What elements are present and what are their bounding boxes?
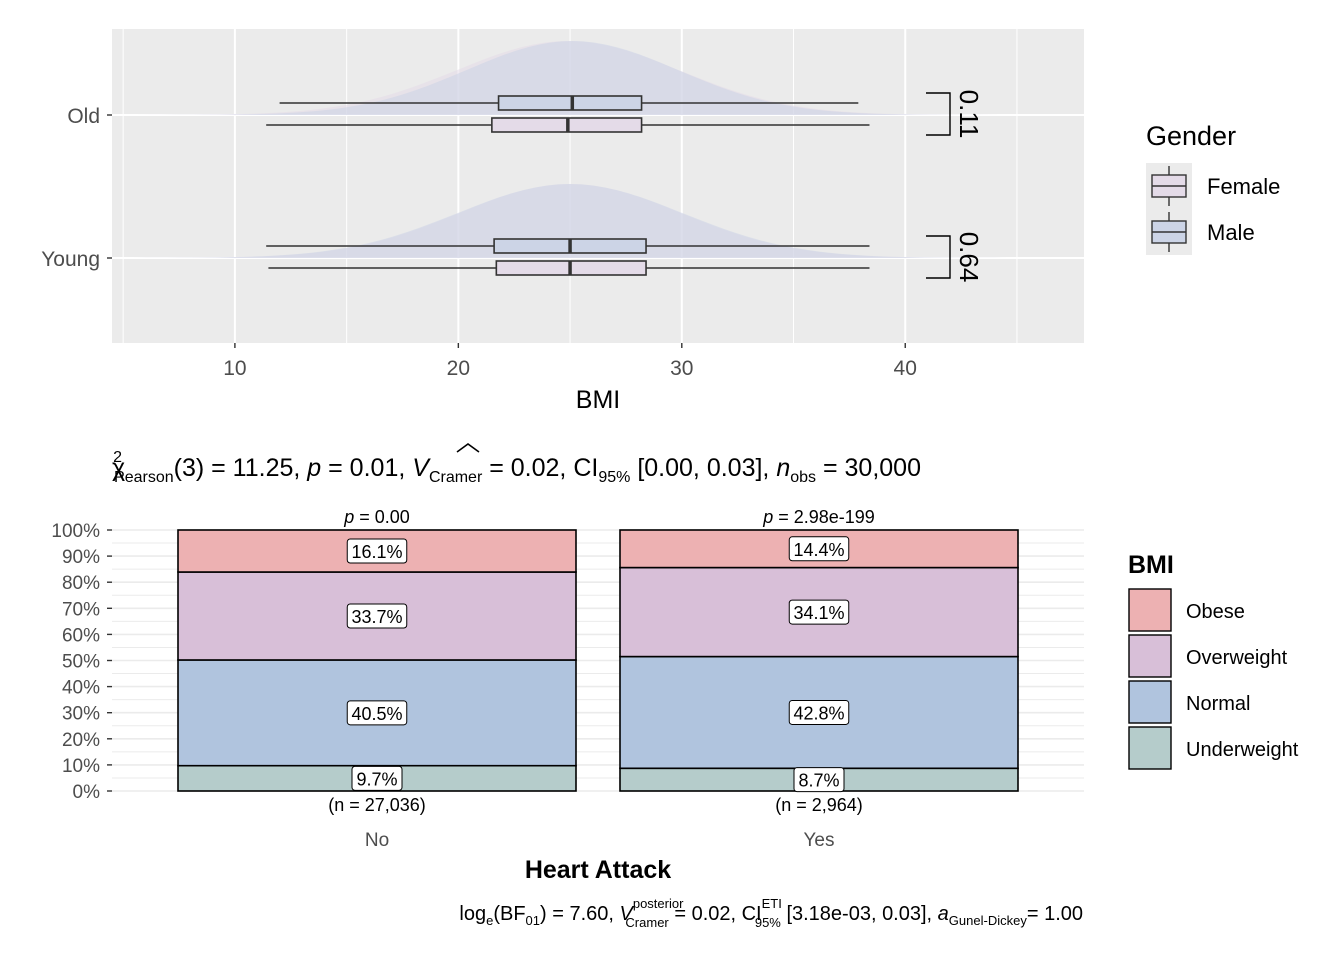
v-hat-accent: [456, 443, 480, 453]
legend-key-overweight: [1128, 634, 1172, 678]
legend-key-underweight: [1128, 726, 1172, 770]
y-tick-label: 40%: [62, 678, 100, 699]
stacked-bar-panel: 9.7% 40.5% 33.7% 16.1% p = 0.00 (n = 27,036) 8…: [51, 507, 1084, 884]
bmi-legend: BMI Obese Overweight Normal Underweight: [1128, 551, 1299, 770]
x-tick-label: 30: [670, 357, 693, 380]
column-p-symbol: p: [343, 507, 354, 527]
percent-label-box: [788, 536, 850, 562]
boxplot-y-axis: Old Young: [41, 105, 112, 271]
bmi-legend-title: BMI: [1128, 551, 1174, 579]
stats-subtitle: χ2 Pearson(3) = 11.25, p = 0.01, VCramer …: [112, 449, 921, 488]
percent-label: 8.7%: [798, 771, 839, 791]
boxplot-density-shapes: [97, 41, 1044, 258]
percent-label: 14.4%: [793, 540, 844, 560]
significance-bracket: [926, 92, 951, 136]
percent-label-box: [788, 699, 850, 725]
x-tick-label: 10: [223, 357, 246, 380]
percent-label-box: [346, 700, 408, 726]
boxplot-panel: 0.11 0.64 Old Young 10 20 30 40 BMI: [41, 29, 1084, 414]
column-count: (n = 2,964): [775, 795, 863, 815]
x-tick-label: No: [365, 830, 389, 851]
column-p-value: p = 2.98e-199: [762, 507, 875, 527]
legend-label-obese: Obese: [1186, 601, 1245, 623]
column-p-symbol: p: [762, 507, 773, 527]
y-tick-label: 100%: [51, 521, 100, 542]
bracket-label: 0.11: [954, 90, 984, 139]
percent-label-box: [793, 767, 845, 793]
percent-label-box: [788, 599, 850, 625]
boxplot-x-axis: 10 20 30 40: [223, 343, 917, 380]
column-p-value: p = 0.00: [343, 507, 410, 527]
significance-bracket: [926, 235, 951, 279]
percent-label: 33.7%: [351, 607, 402, 627]
y-tick-label: 90%: [62, 547, 100, 568]
percent-label: 42.8%: [793, 703, 844, 723]
percent-label-box: [346, 603, 408, 629]
legend-label-male: Male: [1207, 220, 1255, 245]
gender-legend-title: Gender: [1146, 121, 1236, 151]
bar-x-axis-title: Heart Attack: [525, 856, 671, 884]
y-tick-label: 70%: [62, 599, 100, 620]
legend-key-obese: [1128, 588, 1172, 632]
y-tick-label: 10%: [62, 756, 100, 777]
percent-label: 34.1%: [793, 603, 844, 623]
bar-y-axis: 0% 10% 20% 30% 40% 50% 60% 70% 80% 90% 100%: [51, 521, 112, 803]
y-tick-label: 50%: [62, 652, 100, 673]
boxplot-significance-brackets: 0.11 0.64: [926, 90, 984, 283]
column-p-text: = 0.00: [354, 507, 410, 527]
bar-percentage-labels: 9.7% 40.5% 33.7% 16.1% p = 0.00 (n = 27,036) 8…: [328, 507, 875, 815]
y-tick-label: 30%: [62, 704, 100, 725]
gender-legend: Gender Female Male: [1146, 121, 1280, 255]
legend-key-normal: [1128, 680, 1172, 724]
v-hat-symbol: V: [412, 454, 431, 482]
legend-label-normal: Normal: [1186, 693, 1250, 715]
percent-label-box: [346, 538, 408, 564]
boxplot-boxes: [266, 95, 870, 276]
column-count: (n = 27,036): [328, 795, 426, 815]
percent-label: 40.5%: [351, 704, 402, 724]
y-tick-label: 60%: [62, 625, 100, 646]
density-male-young: [97, 184, 1044, 258]
y-tick-label: 0%: [73, 782, 101, 803]
bayes-caption: loge(BF01) = 7.60, Vposterior Cramer = 0.…: [459, 896, 1083, 932]
bar-x-axis: No Yes: [365, 830, 835, 851]
percent-label: 16.1%: [351, 542, 402, 562]
percent-label-box: [351, 765, 403, 791]
y-tick-label: 20%: [62, 730, 100, 751]
legend-label-female: Female: [1207, 174, 1280, 199]
box-male-old: [497, 95, 643, 111]
legend-label-overweight: Overweight: [1186, 647, 1288, 669]
column-p-text: = 2.98e-199: [773, 507, 875, 527]
legend-label-underweight: Underweight: [1186, 739, 1299, 761]
x-tick-label: 20: [447, 357, 470, 380]
y-tick-label: Old: [67, 105, 100, 128]
boxplot-x-axis-title: BMI: [576, 386, 620, 414]
percent-label: 9.7%: [356, 769, 397, 789]
y-tick-label: Young: [41, 248, 100, 271]
density-male-old: [127, 41, 1018, 115]
x-tick-label: 40: [894, 357, 917, 380]
x-tick-label: Yes: [804, 830, 835, 851]
y-tick-label: 80%: [62, 573, 100, 594]
bracket-label: 0.64: [954, 232, 984, 283]
